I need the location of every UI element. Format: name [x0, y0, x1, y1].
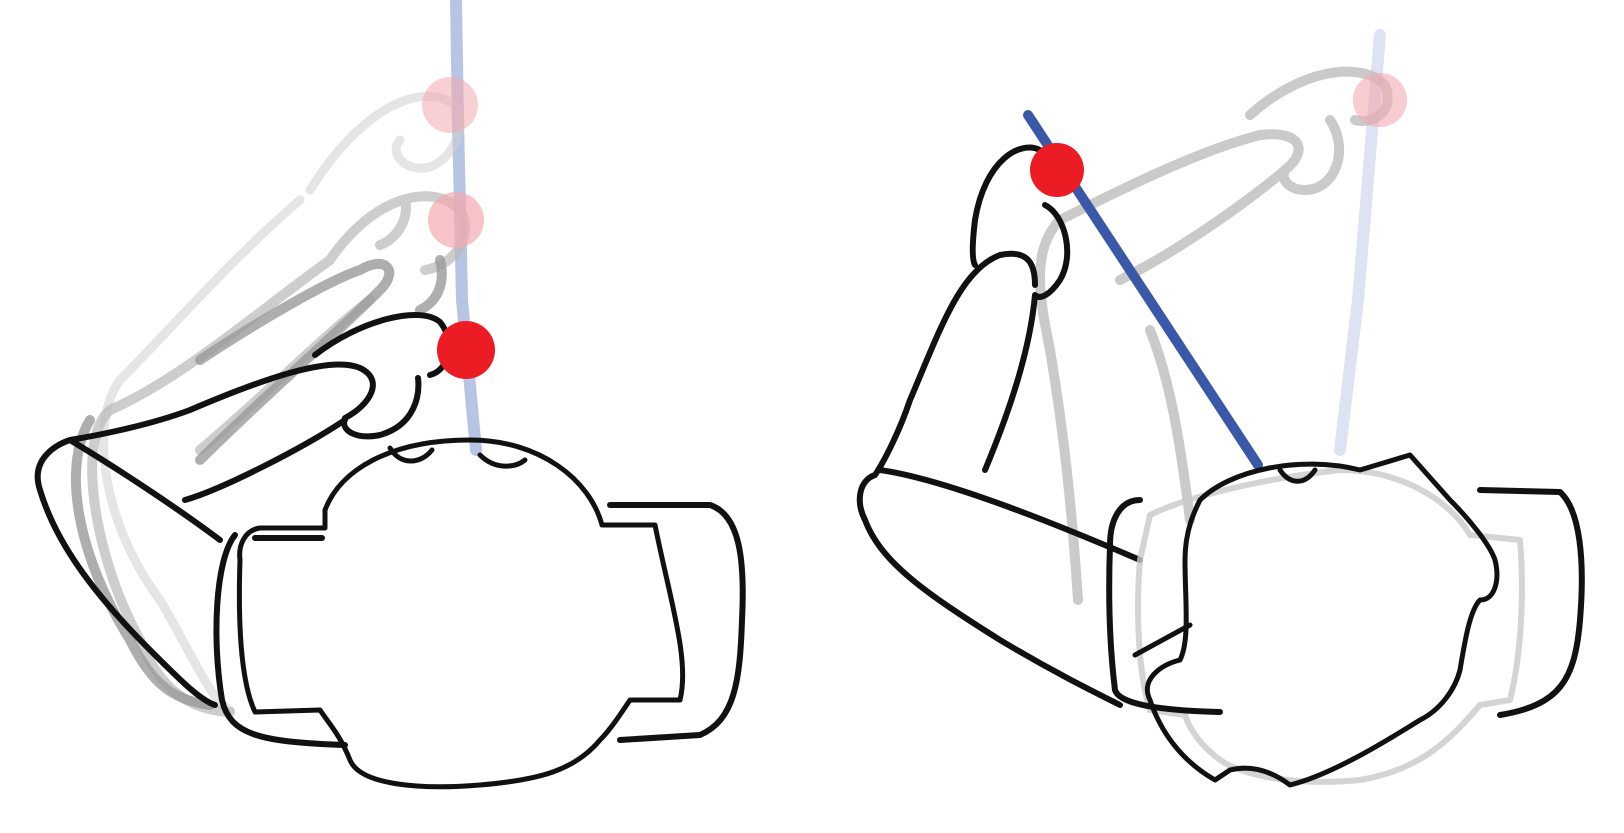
right-panel — [856, 29, 1585, 788]
left-end-effector-ghost-1 — [422, 77, 478, 133]
right-ghost-base — [1135, 467, 1525, 785]
left-ghost-arm-2 — [87, 191, 470, 717]
left-robot-base — [213, 437, 746, 790]
right-end-effector — [1030, 143, 1084, 197]
left-ghost-arm-3 — [70, 255, 447, 710]
left-end-effector — [437, 321, 495, 379]
left-arm — [34, 312, 452, 708]
right-ghost-arm — [1035, 66, 1393, 605]
right-arm — [856, 144, 1143, 708]
left-ghost-arm-1 — [99, 92, 465, 715]
right-robot-base — [1106, 452, 1585, 788]
left-end-effector-ghost-2 — [428, 192, 484, 248]
left-panel — [34, 0, 746, 790]
right-end-effector-ghost — [1353, 73, 1407, 127]
